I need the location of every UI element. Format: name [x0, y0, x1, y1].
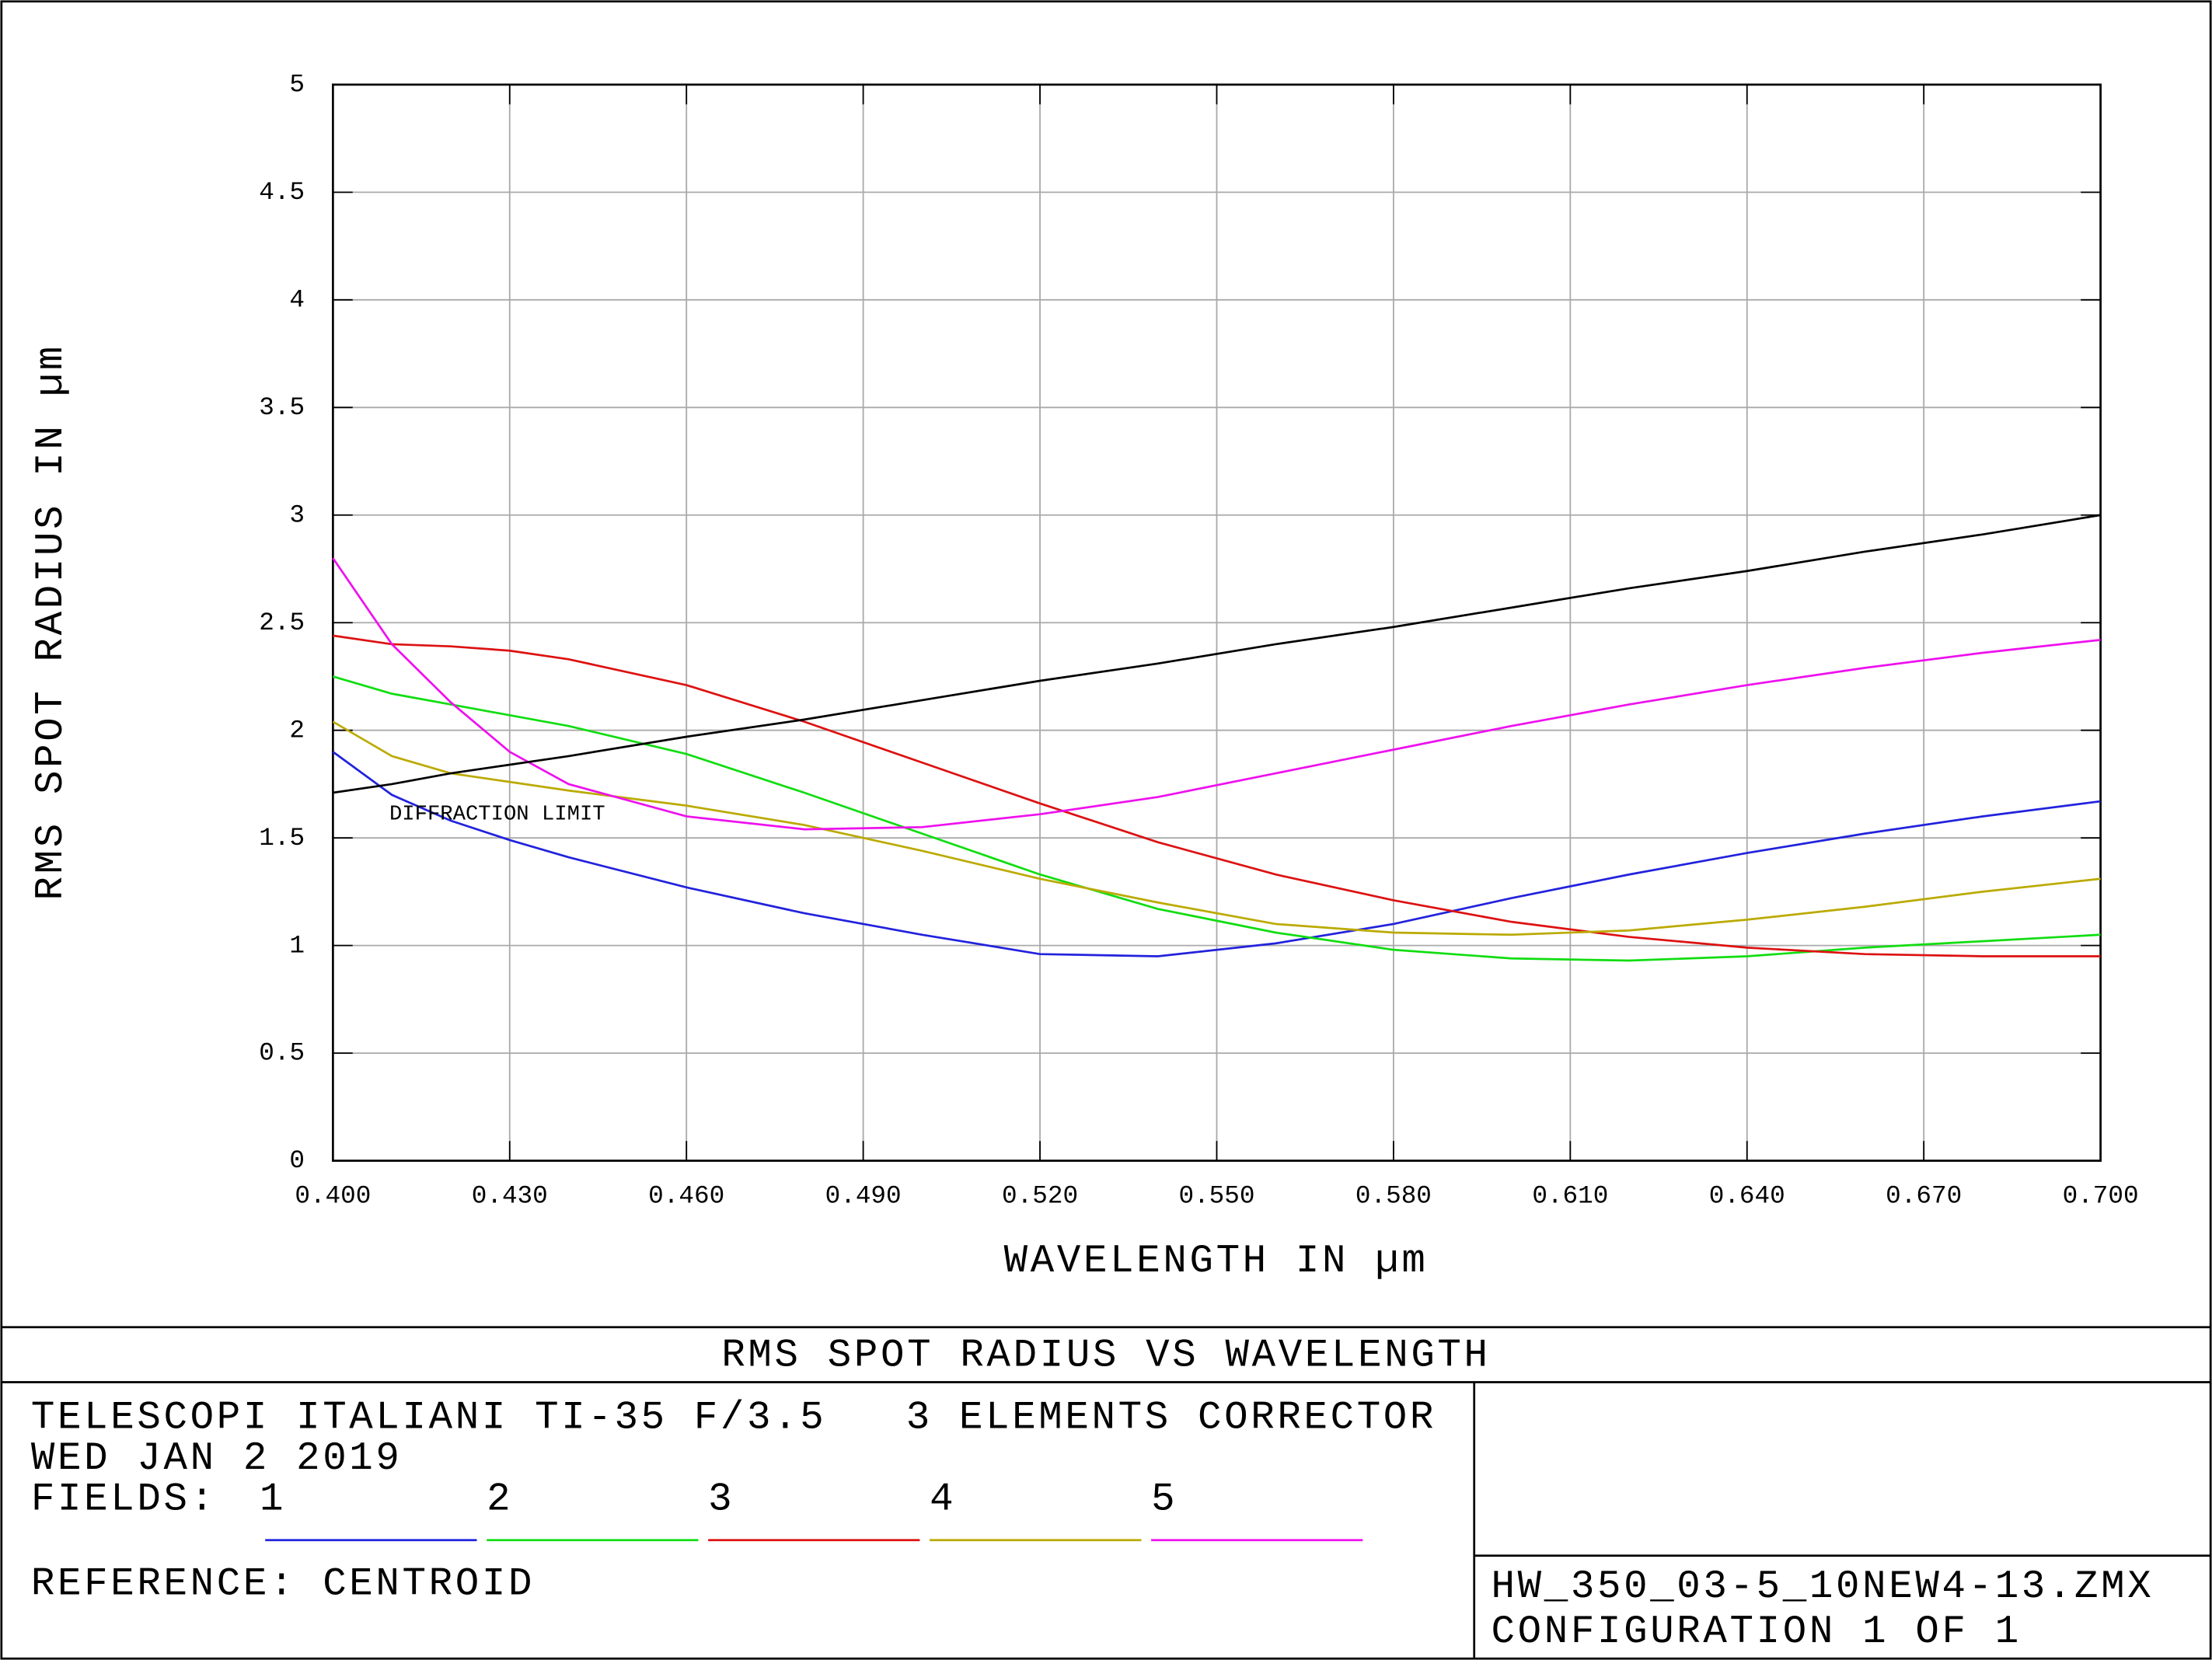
reference: REFERENCE: CENTROID [31, 1562, 535, 1606]
x-tick-label: 0.430 [472, 1182, 548, 1211]
y-tick-label: 0.5 [259, 1039, 305, 1068]
series-line [333, 514, 2101, 794]
y-tick-label: 4.5 [259, 178, 305, 207]
y-tick-label: 4 [289, 285, 305, 314]
y-tick-label: 3 [289, 500, 305, 529]
chart-title: RMS SPOT RADIUS VS WAVELENGTH [721, 1334, 1490, 1378]
y-tick-label: 2.5 [259, 609, 305, 637]
series-annotation: DIFFRACTION LIMIT [389, 802, 605, 826]
legend-label: 3 [708, 1478, 734, 1522]
y-tick-label: 1 [289, 931, 305, 960]
y-tick-label: 1.5 [259, 824, 305, 853]
series-line [332, 720, 2101, 936]
series-line [332, 751, 2101, 957]
x-tick-label: 0.490 [825, 1182, 902, 1211]
x-tick-label: 0.550 [1178, 1182, 1254, 1211]
legend-label: 5 [1151, 1478, 1178, 1522]
x-tick-label: 0.460 [648, 1182, 724, 1211]
y-tick-label: 2 [289, 716, 305, 745]
x-tick-label: 0.640 [1709, 1182, 1785, 1211]
legend-label: 4 [930, 1478, 956, 1522]
x-tick-label: 0.400 [295, 1182, 371, 1211]
y-tick-label: 3.5 [259, 393, 305, 422]
y-tick-label: 5 [289, 71, 305, 99]
legend-label: 1 [260, 1478, 286, 1522]
x-tick-label: 0.520 [1002, 1182, 1078, 1211]
x-tick-label: 0.580 [1355, 1182, 1432, 1211]
y-tick-label: 0 [289, 1146, 305, 1175]
legend-label: 2 [487, 1478, 513, 1522]
x-axis-label: WAVELENGTH IN µm [1004, 1240, 1429, 1284]
x-tick-label: 0.610 [1532, 1182, 1608, 1211]
x-tick-label: 0.700 [2063, 1182, 2139, 1211]
series-line [333, 634, 2101, 957]
x-tick-label: 0.670 [1886, 1182, 1962, 1211]
file-name: HW_350_03-5_10NEW4-13.ZMX [1492, 1565, 2154, 1609]
y-axis-label: RMS SPOT RADIUS IN µm [30, 344, 74, 900]
configuration: CONFIGURATION 1 OF 1 [1492, 1610, 2022, 1655]
description-line: TELESCOPI ITALIANI TI-35 F/3.5 3 ELEMENT… [31, 1396, 1436, 1440]
series-line [332, 557, 2101, 831]
plot-frame [331, 83, 2102, 1162]
description-line: WED JAN 2 2019 [31, 1437, 403, 1481]
legend-title: FIELDS: [31, 1478, 217, 1522]
